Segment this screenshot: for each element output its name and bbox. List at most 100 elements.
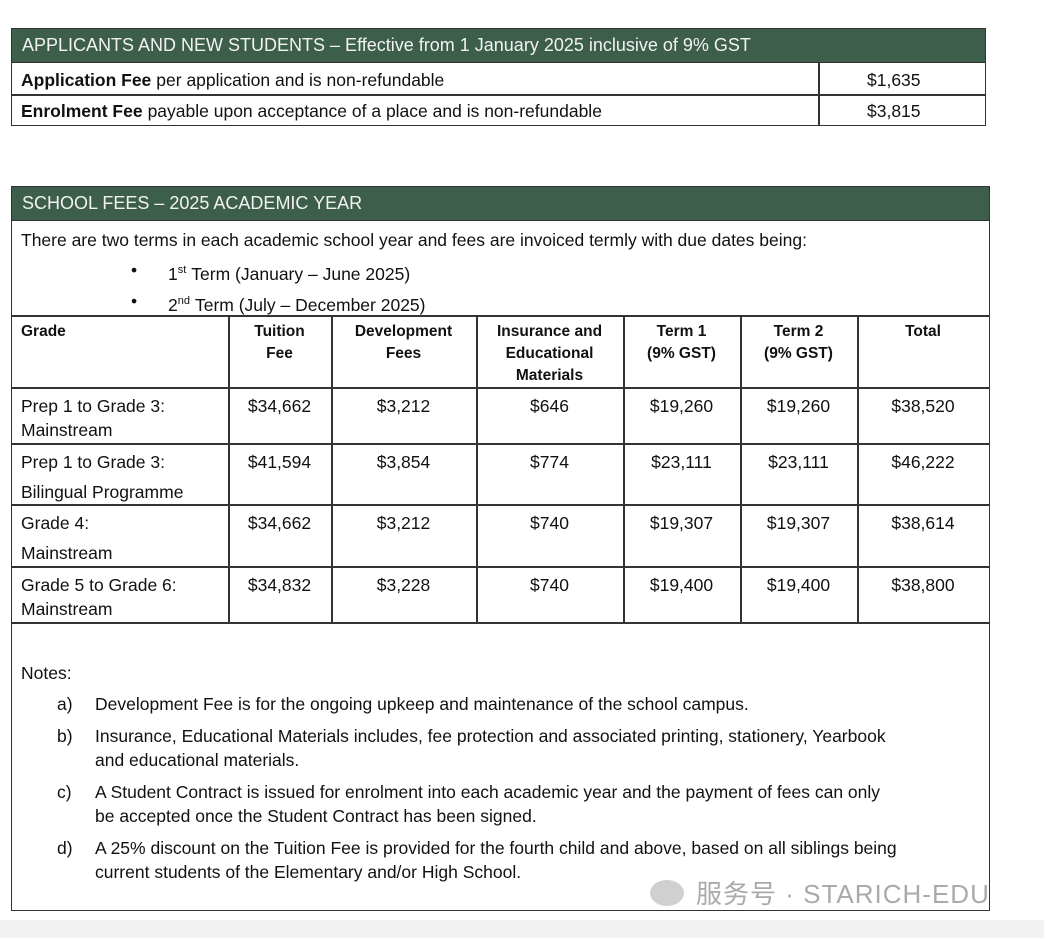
fee-cell: $3,854 — [376, 452, 431, 472]
term-text: Term (July – December 2025) — [194, 294, 426, 315]
fee-cell: $23,111 — [768, 452, 829, 472]
header-line: Fees — [385, 345, 422, 362]
col-line — [623, 315, 625, 622]
term: 1st Term (January – June 2025) — [168, 259, 410, 286]
grade-label: Prep 1 to Grade 3: — [21, 452, 165, 472]
column-header: Total — [857, 321, 989, 343]
row-line — [11, 504, 990, 506]
row-line — [11, 443, 990, 445]
section-header: APPLICANTS AND NEW STUDENTS – Effective … — [11, 28, 986, 63]
term-suffix: nd — [177, 295, 190, 307]
fee-cell: $19,307 — [766, 513, 831, 533]
note-text: and educational materials. — [95, 750, 300, 770]
fee-cell: $740 — [530, 575, 569, 595]
note-text: be accepted once the Student Contract ha… — [95, 806, 537, 826]
row-line — [11, 315, 990, 317]
col-line — [818, 62, 820, 125]
row-line — [11, 566, 990, 568]
fee-cell: $34,662 — [247, 396, 312, 416]
header-line: Development — [354, 323, 453, 340]
note-marker: d) — [57, 838, 73, 858]
fee-cell: $774 — [530, 452, 569, 472]
term-suffix: st — [177, 264, 187, 276]
col-line — [740, 315, 742, 622]
header-line: Tuition — [254, 323, 305, 340]
column-header: Term 2 (9% GST) — [740, 321, 857, 365]
term-text: Term (January – June 2025) — [191, 263, 411, 284]
fee-cell: $740 — [530, 513, 569, 533]
fee-cell: $38,800 — [891, 575, 955, 595]
col-line — [857, 315, 859, 622]
fee-cell: $3,228 — [376, 575, 431, 595]
fee-cell: $34,832 — [247, 575, 312, 595]
grade-label: Bilingual Programme — [21, 482, 184, 502]
fee-cell: $38,520 — [891, 396, 955, 416]
col-line — [228, 315, 230, 622]
column-header: Insurance and Educational Materials — [476, 321, 623, 387]
intro: There are two terms in each academic sch… — [21, 230, 807, 250]
header-line: Term 1 — [656, 323, 707, 340]
note-text: A Student Contract is issued for enrolme… — [95, 782, 881, 802]
column-header: Grade — [21, 321, 66, 343]
term-ordinal: 2 — [168, 294, 178, 315]
fee-amount: $1,635 — [867, 70, 921, 90]
header-line: Grade — [21, 323, 66, 340]
fee-amount: $3,815 — [867, 101, 921, 121]
note-text: A 25% discount on the Tuition Fee is pro… — [95, 838, 897, 858]
grade-label: Grade 4: — [21, 513, 90, 533]
watermark-icon — [650, 880, 684, 906]
header-line: (9% GST) — [764, 345, 833, 362]
grade-label: Grade 5 to Grade 6: — [21, 575, 177, 595]
header-line: Fee — [266, 345, 293, 362]
header-line: (9% GST) — [647, 345, 716, 362]
note-marker: b) — [57, 726, 73, 746]
fee-row: Enrolment Fee payable upon acceptance of … — [21, 100, 602, 123]
note-marker: a) — [57, 694, 73, 714]
fee-desc: per application and is non-refundable — [156, 70, 445, 90]
header-line: Insurance and — [496, 323, 603, 340]
grade-label: Mainstream — [21, 543, 113, 563]
header-line: Materials — [515, 367, 584, 384]
watermark: 服务号 · STARICH-EDU — [696, 879, 990, 909]
col-line — [331, 315, 333, 622]
column-header: Tuition Fee — [228, 321, 331, 365]
row-line — [11, 622, 990, 624]
section-header: SCHOOL FEES – 2025 ACADEMIC YEAR — [11, 186, 990, 221]
fee-cell: $34,662 — [247, 513, 312, 533]
note-text: current students of the Elementary and/o… — [95, 862, 522, 882]
fee-name: Application Fee — [21, 70, 152, 90]
grade-label: Mainstream — [21, 420, 113, 440]
fee-cell: $3,212 — [376, 396, 431, 416]
fee-name: Enrolment Fee — [21, 101, 143, 121]
fee-cell: $19,260 — [766, 396, 831, 416]
fee-cell: $41,594 — [247, 452, 312, 472]
column-header: Development Fees — [331, 321, 476, 365]
fee-cell: $3,212 — [376, 513, 431, 533]
fee-cell: $646 — [530, 396, 569, 416]
header-line: Educational — [505, 345, 594, 362]
fee-cell: $19,260 — [649, 396, 714, 416]
fee-cell: $46,222 — [891, 452, 955, 472]
col-line — [476, 315, 478, 622]
term: 2nd Term (July – December 2025) — [168, 290, 425, 317]
note-marker: c) — [57, 782, 72, 802]
fee-cell: $23,111 — [651, 452, 712, 472]
fee-cell: $19,307 — [649, 513, 714, 533]
column-header: Term 1 (9% GST) — [623, 321, 740, 365]
term-ordinal: 1 — [168, 263, 178, 284]
fee-cell: $19,400 — [649, 575, 714, 595]
grade-label: Prep 1 to Grade 3: — [21, 396, 165, 416]
grade-label: Mainstream — [21, 599, 113, 619]
note-text: Insurance, Educational Materials include… — [95, 726, 886, 746]
fee-desc: payable upon acceptance of a place and i… — [147, 101, 602, 121]
bottom-strip — [0, 920, 1044, 938]
fee-cell: $38,614 — [891, 513, 955, 533]
header-line: Total — [905, 323, 941, 340]
header-line: Term 2 — [773, 323, 824, 340]
fee-row: Application Fee per application and is no… — [21, 69, 444, 92]
fee-cell: $19,400 — [766, 575, 831, 595]
note-text: Development Fee is for the ongoing upkee… — [95, 694, 749, 714]
row-line — [11, 94, 986, 96]
notes-label: Notes: — [21, 663, 72, 683]
